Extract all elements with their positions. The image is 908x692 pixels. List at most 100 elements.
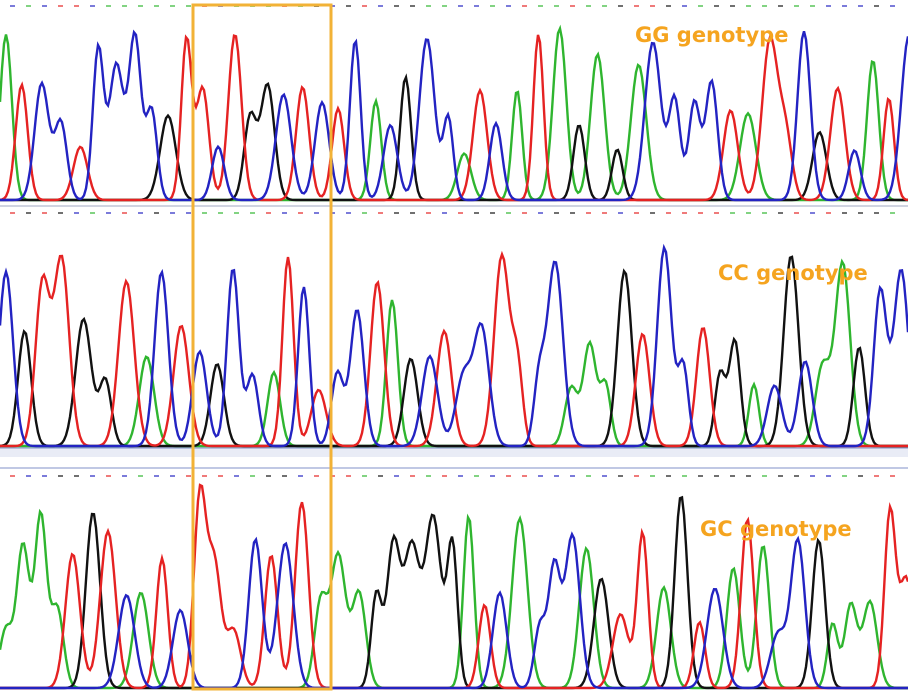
page: GG genotype CC genotype GC genotype (() … <box>0 0 908 692</box>
base-call <box>810 5 815 7</box>
base-call <box>106 475 111 477</box>
base-call <box>122 212 127 214</box>
base-call <box>842 475 847 477</box>
base-call <box>650 475 655 477</box>
base-call <box>250 475 255 477</box>
base-call <box>218 475 223 477</box>
base-call <box>170 212 175 214</box>
base-call <box>298 475 303 477</box>
base-call <box>346 5 351 7</box>
base-call <box>730 475 735 477</box>
base-call <box>458 475 463 477</box>
base-call <box>522 212 527 214</box>
base-call <box>746 212 751 214</box>
base-call <box>602 212 607 214</box>
base-call <box>682 212 687 214</box>
base-call <box>138 212 143 214</box>
base-call <box>490 475 495 477</box>
base-call <box>410 5 415 7</box>
base-call <box>74 5 79 7</box>
base-call <box>730 5 735 7</box>
base-call <box>122 475 127 477</box>
base-call <box>474 475 479 477</box>
base-call <box>10 5 15 7</box>
base-call <box>746 475 751 477</box>
base-call <box>250 212 255 214</box>
base-call <box>202 212 207 214</box>
base-call <box>682 5 687 7</box>
base-call <box>426 475 431 477</box>
base-call <box>26 475 31 477</box>
base-call <box>362 475 367 477</box>
base-call <box>474 212 479 214</box>
base-call <box>138 475 143 477</box>
base-call <box>762 5 767 7</box>
base-call <box>490 5 495 7</box>
base-call <box>890 5 895 7</box>
base-call <box>778 212 783 214</box>
base-call <box>746 5 751 7</box>
base-call <box>298 212 303 214</box>
base-call <box>314 475 319 477</box>
base-call <box>586 212 591 214</box>
base-call <box>186 212 191 214</box>
base-call <box>874 475 879 477</box>
base-call <box>522 475 527 477</box>
base-call <box>442 475 447 477</box>
base-call <box>858 5 863 7</box>
base-call <box>442 212 447 214</box>
base-call <box>186 475 191 477</box>
base-call <box>810 212 815 214</box>
base-call <box>346 212 351 214</box>
base-call <box>170 475 175 477</box>
base-call <box>138 5 143 7</box>
base-call <box>858 212 863 214</box>
base-call <box>410 212 415 214</box>
base-call <box>58 475 63 477</box>
background <box>0 0 908 692</box>
base-call <box>154 475 159 477</box>
base-call <box>282 212 287 214</box>
base-call <box>554 475 559 477</box>
base-call <box>266 475 271 477</box>
base-call <box>122 5 127 7</box>
base-call <box>106 5 111 7</box>
base-call <box>74 475 79 477</box>
base-call <box>810 475 815 477</box>
base-call <box>90 475 95 477</box>
base-call <box>346 475 351 477</box>
base-call <box>458 5 463 7</box>
base-call <box>666 5 671 7</box>
base-call <box>602 475 607 477</box>
base-call <box>522 5 527 7</box>
base-call <box>378 212 383 214</box>
base-call <box>506 5 511 7</box>
base-call <box>874 212 879 214</box>
base-call <box>394 5 399 7</box>
base-call <box>698 475 703 477</box>
base-call <box>26 5 31 7</box>
chromatogram-figure: GG genotype CC genotype GC genotype <box>0 0 908 692</box>
base-call <box>730 212 735 214</box>
base-call <box>202 475 207 477</box>
base-call <box>794 5 799 7</box>
base-call <box>554 212 559 214</box>
base-call <box>106 212 111 214</box>
base-call <box>74 212 79 214</box>
base-call <box>58 5 63 7</box>
base-call <box>90 212 95 214</box>
base-call <box>666 475 671 477</box>
base-call <box>874 5 879 7</box>
base-call <box>714 212 719 214</box>
base-call <box>394 212 399 214</box>
base-call <box>762 475 767 477</box>
panel-label: GG genotype <box>635 23 788 47</box>
panel-label: GC genotype <box>700 517 852 541</box>
base-call <box>586 5 591 7</box>
base-call <box>42 212 47 214</box>
base-call <box>458 212 463 214</box>
base-call <box>618 5 623 7</box>
base-call <box>570 5 575 7</box>
base-call <box>826 5 831 7</box>
base-call <box>42 5 47 7</box>
